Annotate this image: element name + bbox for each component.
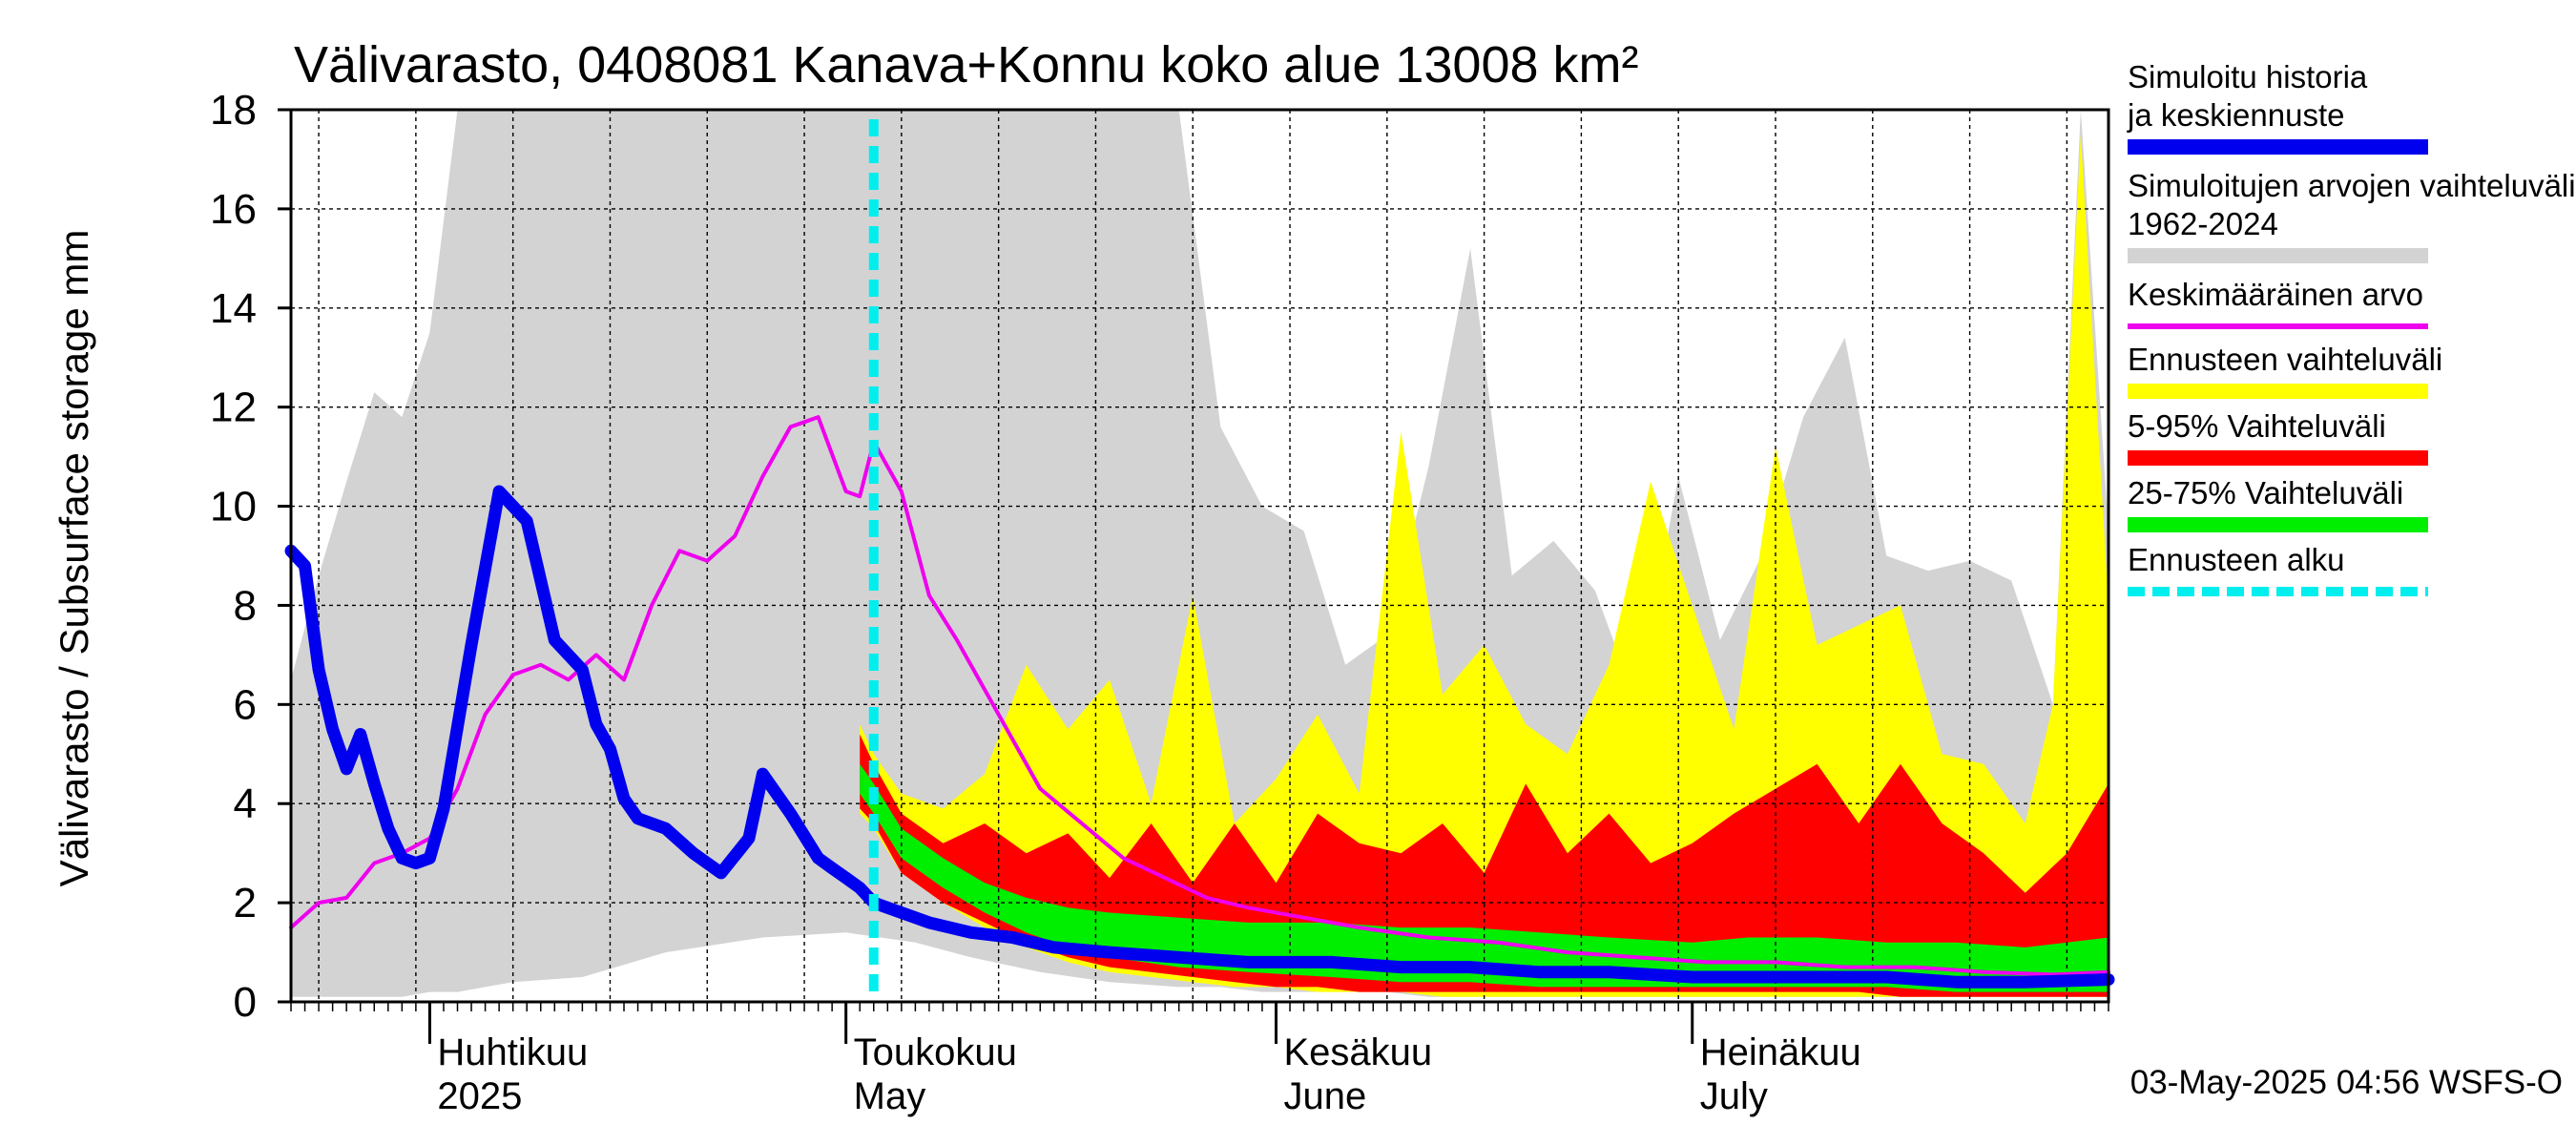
y-tick-label: 4 <box>234 781 257 827</box>
legend-label: Ennusteen vaihteluväli <box>2128 342 2442 377</box>
chart-title: Välivarasto, 0408081 Kanava+Konnu koko a… <box>294 36 1638 94</box>
y-tick-label: 18 <box>210 87 257 134</box>
month-label: Heinäkuu <box>1700 1031 1861 1073</box>
month-label-secondary: 2025 <box>437 1075 522 1117</box>
legend-label: Ennusteen alku <box>2128 542 2345 577</box>
y-tick-label: 6 <box>234 681 257 728</box>
legend-label-line: 25-75% Vaihteluväli <box>2128 475 2403 510</box>
month-label: Toukokuu <box>854 1031 1017 1073</box>
band-3 <box>860 763 2109 992</box>
footer-timestamp: 03-May-2025 04:56 WSFS-O <box>2130 1064 2563 1101</box>
month-label: Kesäkuu <box>1283 1031 1432 1073</box>
plot-area <box>284 108 2115 1004</box>
y-axis-label: Välivarasto / Subsurface storage mm <box>52 230 96 887</box>
y-tick-label: 2 <box>234 880 257 926</box>
legend-swatch <box>2128 248 2428 263</box>
y-tick-label: 16 <box>210 186 257 233</box>
legend-label: 5-95% Vaihteluväli <box>2128 408 2386 444</box>
series-line-simulated <box>284 485 2115 989</box>
legend-label: Keskimääräinen arvo <box>2128 277 2423 312</box>
legend-label: Simuloitujen arvojen vaihteluväli 1962-20… <box>2128 168 2576 241</box>
legend-label-line: Ennusteen alku <box>2128 542 2345 577</box>
legend-label-line: 5-95% Vaihteluväli <box>2128 408 2386 444</box>
legend-label-line: Ennusteen vaihteluväli <box>2128 342 2442 377</box>
y-axis: 0 2 4 6 8 10 12 14 16 18 <box>210 87 291 1026</box>
legend-label-line: Simuloitu historia <box>2128 59 2368 94</box>
month-label-secondary: July <box>1700 1075 1768 1117</box>
y-tick-label: 14 <box>210 285 257 332</box>
legend-swatch <box>2128 517 2428 532</box>
legend-swatch <box>2128 139 2428 155</box>
month-label-secondary: May <box>854 1075 926 1117</box>
legend-swatch <box>2128 384 2428 399</box>
month-label: Huhtikuu <box>437 1031 588 1073</box>
month-label-secondary: June <box>1283 1075 1366 1117</box>
y-tick-label: 8 <box>234 582 257 629</box>
y-tick-label: 0 <box>234 979 257 1026</box>
legend-label-line: ja keskiennuste <box>2127 97 2344 133</box>
y-tick-label: 10 <box>210 484 257 531</box>
legend: Simuloitu historia ja keskiennusteSimuloi… <box>2127 59 2576 596</box>
legend-label: Simuloitu historia ja keskiennuste <box>2127 59 2368 133</box>
plot-frame <box>289 108 2110 1004</box>
legend-label-line: Keskimääräinen arvo <box>2128 277 2423 312</box>
legend-label-line: Simuloitujen arvojen vaihteluväli <box>2128 168 2576 203</box>
legend-label-line: 1962-2024 <box>2128 206 2278 241</box>
y-tick-label: 12 <box>210 385 257 431</box>
legend-swatch <box>2128 323 2428 329</box>
legend-label: 25-75% Vaihteluväli <box>2128 475 2403 510</box>
legend-swatch <box>2128 450 2428 466</box>
